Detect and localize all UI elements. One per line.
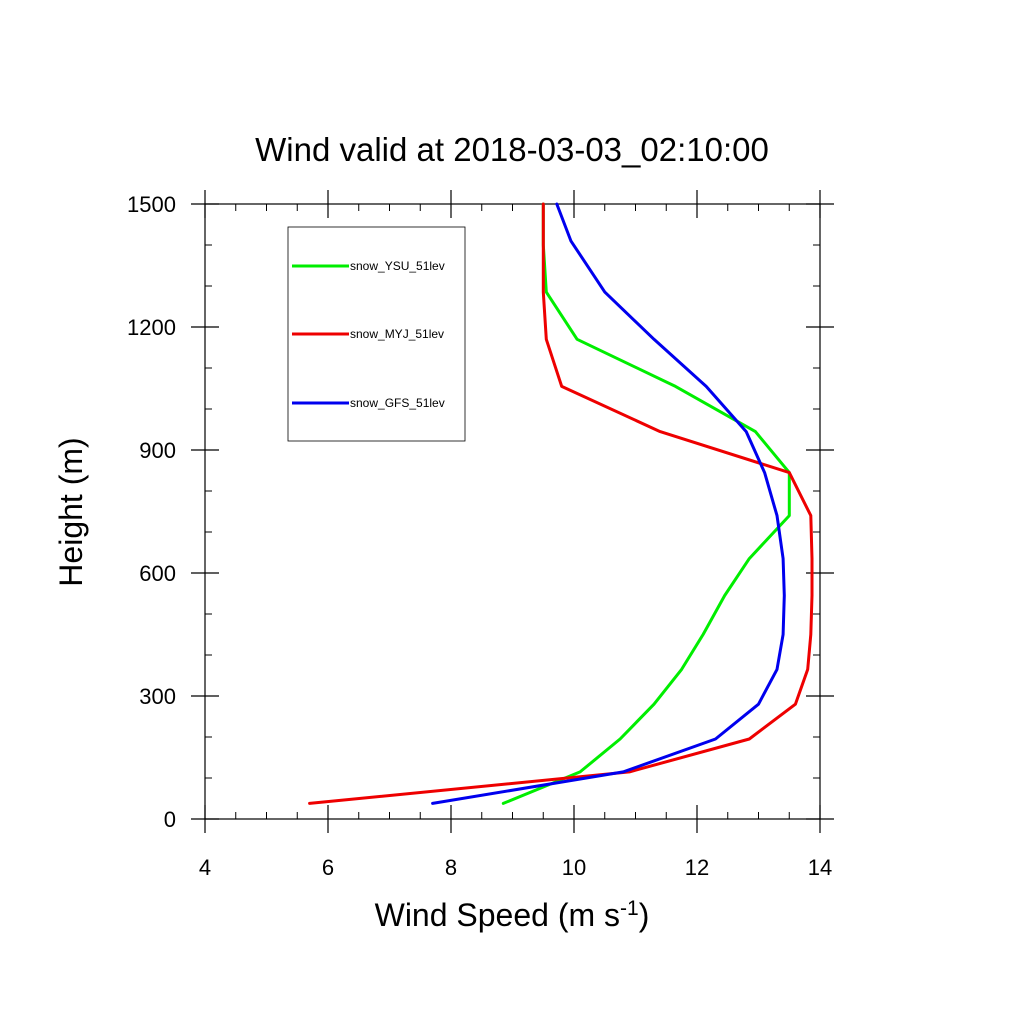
series-line-snow_YSU_51lev (501, 202, 791, 805)
y-tick-label: 900 (139, 438, 176, 463)
series-lines (308, 202, 814, 805)
chart-title: Wind valid at 2018-03-03_02:10:00 (255, 131, 769, 168)
minor-ticks (205, 204, 820, 819)
y-tick-label: 1500 (127, 192, 176, 217)
x-axis-label-main: Wind Speed (m s (375, 897, 620, 933)
x-tick-label: 12 (685, 855, 709, 880)
y-axis-label: Height (m) (53, 437, 89, 586)
x-axis-label-superscript: -1 (620, 897, 639, 920)
legend-label-snow_GFS_51lev: snow_GFS_51lev (350, 396, 445, 410)
y-tick-label: 300 (139, 684, 176, 709)
legend-label-snow_MYJ_51lev: snow_MYJ_51lev (350, 327, 444, 341)
y-tick-label: 1200 (127, 315, 176, 340)
x-tick-label: 8 (445, 855, 457, 880)
major-ticks (191, 190, 834, 833)
legend-label-snow_YSU_51lev: snow_YSU_51lev (350, 259, 445, 273)
legend: snow_YSU_51lev snow_MYJ_51lev snow_GFS_51l… (287, 226, 466, 442)
x-tick-label: 4 (199, 855, 211, 880)
series-line-snow_MYJ_51lev (308, 202, 814, 805)
y-tick-labels: 0 300 600 900 1200 1500 (127, 192, 176, 832)
y-tick-label: 600 (139, 561, 176, 586)
x-tick-label: 6 (322, 855, 334, 880)
x-tick-labels: 4 6 8 10 12 14 (199, 855, 832, 880)
x-tick-label: 14 (808, 855, 832, 880)
x-axis-label-end: ) (639, 897, 650, 933)
y-tick-label: 0 (164, 807, 176, 832)
x-tick-label: 10 (562, 855, 586, 880)
series-line-snow_GFS_51lev (431, 202, 786, 805)
x-axis-label: Wind Speed (m s-1) (375, 897, 650, 934)
